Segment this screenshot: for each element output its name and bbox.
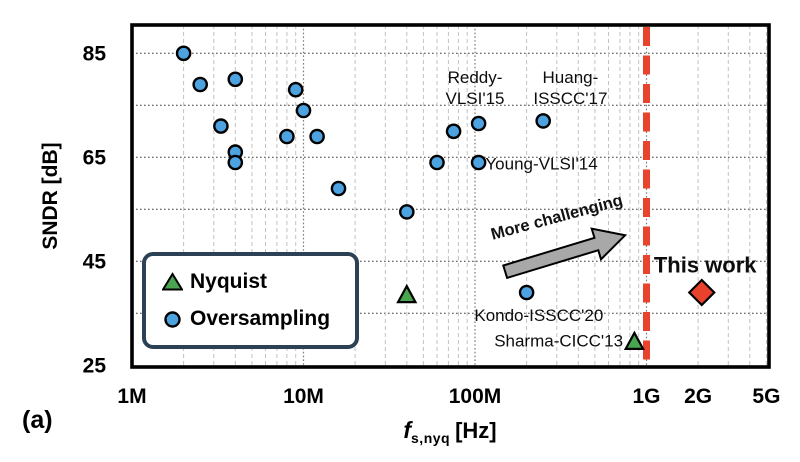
x-tick-label: 1G — [632, 385, 660, 408]
x-axis-title: fs,nyq [Hz] — [325, 417, 575, 446]
panel-label: (a) — [22, 406, 53, 434]
oversampling-point — [227, 71, 244, 88]
oversampling-point — [445, 123, 462, 140]
oversampling-point — [518, 284, 535, 301]
x-axis-subscript: s,nyq — [411, 430, 451, 446]
oversampling-point — [535, 113, 552, 129]
this-work-point — [687, 278, 716, 307]
legend: Nyquist Oversampling — [142, 252, 359, 349]
legend-label-oversampling: Oversampling — [190, 307, 331, 331]
nyquist-point — [623, 330, 645, 350]
oversampling-point — [227, 154, 244, 171]
annotation-label: ISSCC'17 — [533, 89, 607, 108]
oversampling-point — [287, 81, 304, 98]
annotation-label: This work — [654, 253, 757, 278]
legend-label-nyquist: Nyquist — [190, 269, 268, 293]
circle-icon — [164, 311, 181, 328]
x-tick-label: 1M — [117, 385, 146, 408]
annotation-label: Kondo-ISSCC'20 — [474, 306, 603, 325]
y-tick-label: 65 — [83, 146, 107, 169]
y-axis-title: SNDR [dB] — [39, 142, 62, 249]
oversampling-point — [295, 102, 312, 119]
oversampling-point — [279, 128, 295, 145]
x-tick-label: 10M — [283, 385, 324, 408]
x-tick-label: 100M — [449, 385, 502, 408]
annotation-label: VLSI'15 — [445, 89, 504, 108]
oversampling-point — [175, 45, 192, 62]
oversampling-point — [470, 115, 487, 132]
oversampling-point — [330, 180, 347, 197]
y-tick-label: 25 — [83, 354, 107, 377]
y-tick-label: 45 — [83, 250, 107, 273]
oversampling-point — [213, 118, 229, 134]
x-tick-label: 5G — [752, 385, 780, 408]
oversampling-point — [398, 204, 415, 220]
x-axis-unit: [Hz] — [455, 418, 497, 443]
y-tick-label: 85 — [83, 42, 107, 65]
oversampling-point — [309, 128, 325, 145]
x-axis-variable: f — [403, 417, 412, 443]
annotation-label: Sharma-CICC'13 — [494, 331, 623, 350]
annotation-label: Huang- — [543, 68, 599, 87]
annotation-label: Young-VLSI'14 — [485, 155, 597, 174]
annotation-label: Reddy- — [448, 68, 503, 87]
legend-item-nyquist: Nyquist — [162, 270, 355, 294]
triangle-icon — [162, 272, 183, 291]
oversampling-point — [192, 76, 208, 93]
nyquist-point — [396, 283, 418, 304]
oversampling-point — [470, 154, 487, 171]
legend-item-oversampling: Oversampling — [162, 307, 355, 331]
challenge-arrow — [502, 227, 628, 280]
x-tick-label: 2G — [684, 385, 712, 408]
oversampling-point — [429, 154, 445, 171]
plot-frame — [130, 23, 771, 369]
